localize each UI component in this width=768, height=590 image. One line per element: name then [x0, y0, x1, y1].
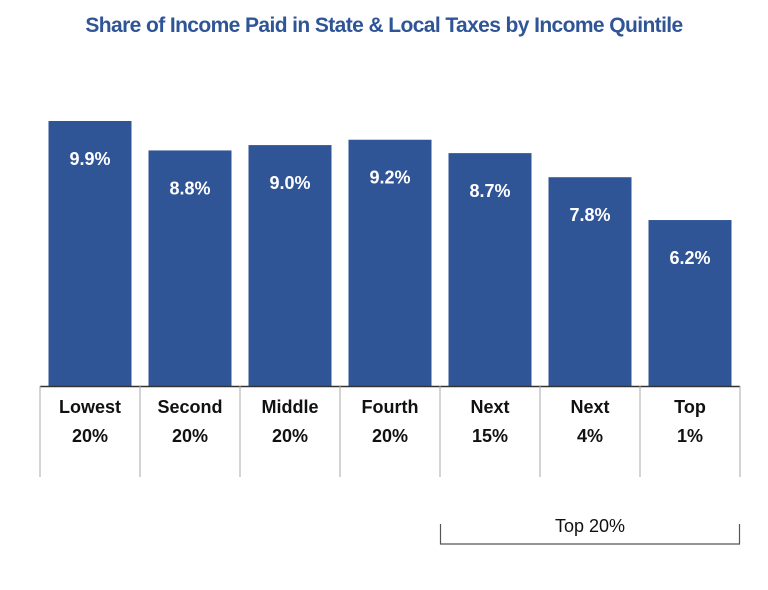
category-label-0-0: Lowest: [59, 397, 121, 417]
bar-5: [548, 177, 632, 386]
bar-3: [348, 139, 432, 386]
value-label-6: 6.2%: [669, 248, 710, 268]
bar-0: [48, 121, 132, 386]
value-label-2: 9.0%: [269, 173, 310, 193]
bars: [48, 121, 732, 386]
category-label-6-1: 1%: [677, 426, 703, 446]
category-label-3-1: 20%: [372, 426, 408, 446]
category-label-1-1: 20%: [172, 426, 208, 446]
category-label-2-0: Middle: [262, 397, 319, 417]
bar-1: [148, 150, 232, 386]
value-label-1: 8.8%: [169, 178, 210, 198]
x-axis: Lowest 20% Second 20% Middle 20% Fourth 20% Next…: [39, 385, 741, 477]
value-label-5: 7.8%: [569, 205, 610, 225]
bar-6: [648, 220, 732, 386]
category-label-4-1: 15%: [472, 426, 508, 446]
bar-2: [248, 145, 332, 386]
group-bracket: Top 20%: [439, 516, 741, 545]
value-label-4: 8.7%: [469, 181, 510, 201]
value-label-0: 9.9%: [69, 149, 110, 169]
category-label-6-0: Top: [674, 397, 706, 417]
category-label-2-1: 20%: [272, 426, 308, 446]
category-label-5-1: 4%: [577, 426, 603, 446]
category-label-5-0: Next: [570, 397, 609, 417]
chart-title: Share of Income Paid in State & Local Ta…: [85, 14, 682, 37]
bar-4: [448, 153, 532, 386]
category-label-0-1: 20%: [72, 426, 108, 446]
group-bracket-label: Top 20%: [555, 516, 625, 536]
category-label-1-0: Second: [157, 397, 222, 417]
category-label-3-0: Fourth: [362, 397, 419, 417]
category-label-4-0: Next: [470, 397, 509, 417]
value-label-3: 9.2%: [369, 168, 410, 188]
group-bracket-line: [439, 524, 741, 545]
value-labels: 9.9% 8.8% 9.0% 9.2% 8.7% 7.8% 6.2%: [69, 149, 710, 268]
